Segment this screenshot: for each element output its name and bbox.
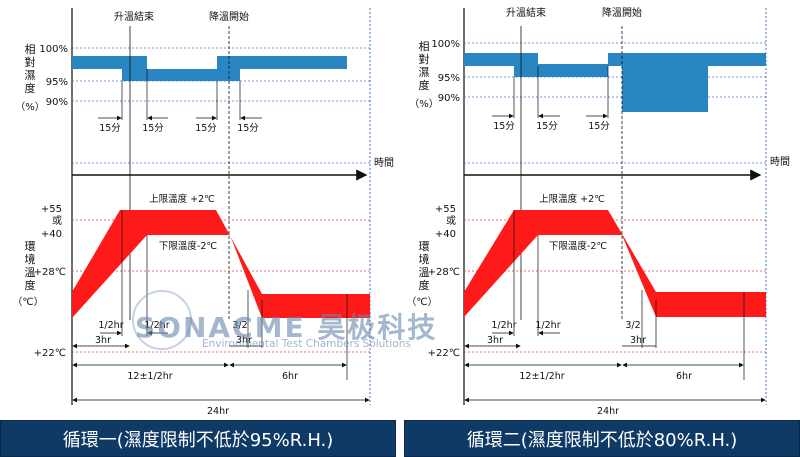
temp-axis-char: 溫 xyxy=(419,265,430,279)
rise-end-label: 升溫結束 xyxy=(506,6,546,19)
half-hour-label: 1/2hr xyxy=(144,320,169,331)
temp-axis-char: 環 xyxy=(419,240,430,253)
humidity-band xyxy=(514,64,608,77)
humidity-90-label: 90% xyxy=(438,93,460,104)
temp-28-label: +28℃ xyxy=(34,267,66,278)
temp-axis-char: 境 xyxy=(25,252,36,266)
humidity-axis-char: 濕 xyxy=(25,69,36,82)
caption-divider xyxy=(396,420,404,457)
cycle-one-diagram: 升溫結束 降溫開始 15分 15分 15分 15分 相 對 濕 度 （%） 10… xyxy=(0,0,400,420)
humidity-90-label: 90% xyxy=(46,97,68,108)
twelve-hour-label: 12±1/2hr xyxy=(519,371,564,382)
interval-15min-label: 15分 xyxy=(142,123,164,134)
humidity-axis-char: 對 xyxy=(25,55,36,69)
temp-22-label: +22℃ xyxy=(428,348,460,359)
three-hour-label: 3hr xyxy=(95,335,111,346)
three-halves-label: 3/2 xyxy=(625,320,640,331)
cycle-two-caption: 循環二(濕度限制不低於80%R.H.) xyxy=(404,420,800,457)
humidity-100-label: 100% xyxy=(431,39,460,50)
cycle-one-svg: 升溫結束 降溫開始 15分 15分 15分 15分 相 對 濕 度 （%） 10… xyxy=(12,8,394,417)
humidity-unit-label: （%） xyxy=(409,98,439,110)
temp-55-label: +55 xyxy=(435,204,456,215)
humidity-axis-char: 對 xyxy=(419,52,430,66)
humidity-band-dip xyxy=(622,66,708,112)
humidity-band xyxy=(608,53,766,66)
cycle-one-caption: 循環一(濕度限制不低於95%R.H.) xyxy=(0,420,396,457)
humidity-band xyxy=(72,56,347,81)
interval-15min-label: 15分 xyxy=(493,121,515,132)
day-label: 24hr xyxy=(597,406,619,417)
temp-axis-char: 度 xyxy=(25,278,36,292)
time-axis-label: 時間 xyxy=(770,156,790,168)
temp-axis-char: 度 xyxy=(419,278,430,292)
humidity-axis-char: 相 xyxy=(25,43,36,56)
three-hour-label: 3hr xyxy=(487,335,503,346)
interval-15min-label: 15分 xyxy=(588,121,610,132)
fall-start-label: 降溫開始 xyxy=(602,6,642,19)
upper-temp-label: 上限溫度 +2℃ xyxy=(539,193,605,205)
interval-15min-label: 15分 xyxy=(99,123,121,134)
humidity-axis-char: 度 xyxy=(25,81,36,95)
rise-end-label: 升溫結束 xyxy=(114,10,154,23)
cycle-two-diagram: 升溫結束 降溫開始 15分 15分 15分 相 對 濕 度 （%） 100% 9… xyxy=(400,0,800,420)
day-label: 24hr xyxy=(207,406,229,417)
temp-axis-char: 環 xyxy=(25,240,36,253)
half-hour-label: 1/2hr xyxy=(491,320,516,331)
six-hour-label: 6hr xyxy=(676,371,692,382)
temp-22-label: +22℃ xyxy=(34,348,66,359)
temperature-band xyxy=(464,210,766,317)
upper-temp-label: 上限溫度 +2℃ xyxy=(149,193,215,205)
three-halves-label: 3/2 xyxy=(232,320,247,331)
humidity-band-dip xyxy=(122,69,240,81)
temp-28-label: +28℃ xyxy=(428,267,460,278)
humidity-axis-char: 相 xyxy=(419,40,430,53)
temp-axis-char: 境 xyxy=(419,252,430,266)
humidity-axis-char: 度 xyxy=(419,78,430,92)
temp-or-label: 或 xyxy=(446,215,456,227)
lower-temp-label: 下限溫度-2℃ xyxy=(549,240,607,252)
temp-40-label: +40 xyxy=(435,229,456,240)
temp-55-label: +55 xyxy=(41,204,62,215)
interval-15min-label: 15分 xyxy=(237,123,259,134)
humidity-95-label: 95% xyxy=(438,73,460,84)
temp-40-label: +40 xyxy=(41,229,62,240)
temp-unit-label: （℃） xyxy=(406,296,437,308)
half-hour-label: 1/2hr xyxy=(98,320,123,331)
humidity-95-label: 95% xyxy=(46,77,68,88)
cycle-two-svg: 升溫結束 降溫開始 15分 15分 15分 相 對 濕 度 （%） 100% 9… xyxy=(406,6,790,417)
temp-or-label: 或 xyxy=(52,215,62,227)
humidity-100-label: 100% xyxy=(39,44,68,55)
twelve-hour-label: 12±1/2hr xyxy=(127,371,172,382)
six-hour-label: 6hr xyxy=(282,371,298,382)
half-hour-label: 1/2hr xyxy=(535,320,560,331)
temp-axis-char: 溫 xyxy=(25,265,36,279)
humidity-unit-label: （%） xyxy=(15,101,45,113)
interval-15min-label: 15分 xyxy=(195,123,217,134)
fall-start-label: 降溫開始 xyxy=(209,10,249,23)
three-hour-label: 3hr xyxy=(236,335,252,346)
interval-15min-label: 15分 xyxy=(536,121,558,132)
temp-unit-label: （℃） xyxy=(12,296,43,308)
three-hour-label: 3hr xyxy=(630,335,646,346)
time-axis-label: 時間 xyxy=(374,157,394,169)
lower-temp-label: 下限溫度-2℃ xyxy=(159,240,217,252)
temperature-band xyxy=(72,210,370,318)
humidity-band xyxy=(464,53,538,66)
humidity-axis-char: 濕 xyxy=(419,66,430,79)
